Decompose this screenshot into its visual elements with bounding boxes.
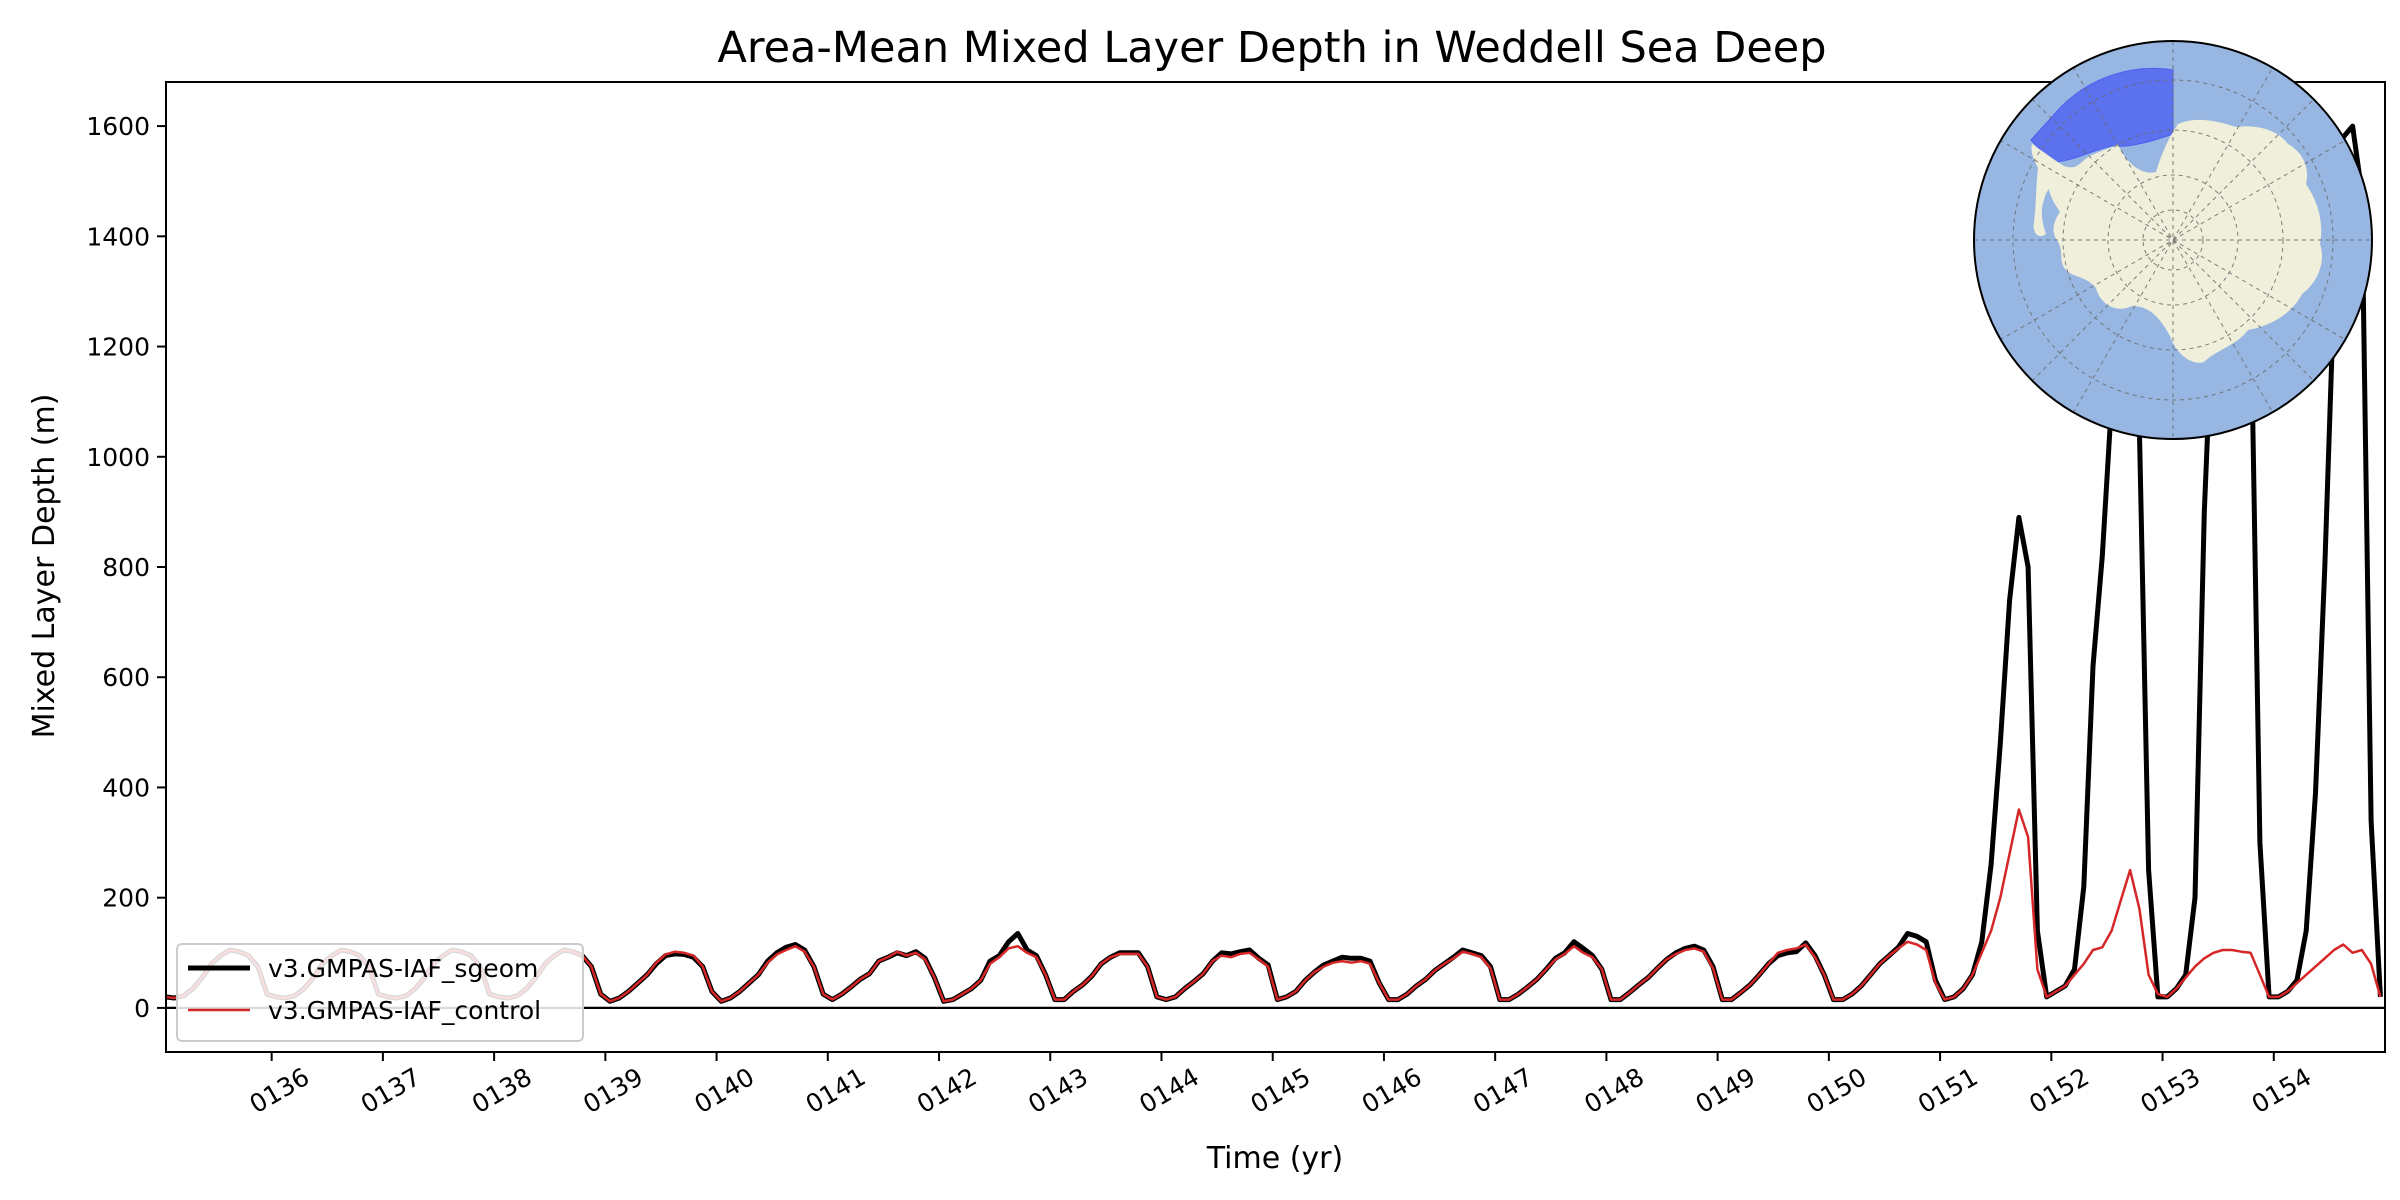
x-tick-label: 0149 <box>1691 1062 1761 1119</box>
y-tick-label: 600 <box>102 663 150 692</box>
legend-label-control: v3.GMPAS-IAF_control <box>268 996 541 1025</box>
antarctica-landmass <box>2031 119 2322 363</box>
x-tick-label: 0146 <box>1357 1062 1427 1119</box>
x-tick-label: 0151 <box>1913 1062 1983 1119</box>
y-tick-label: 800 <box>102 553 150 582</box>
x-tick-label: 0141 <box>801 1062 871 1119</box>
weddell-sea-deep-region <box>2030 67 2174 163</box>
legend-box <box>176 943 584 1042</box>
x-tick-label: 0138 <box>467 1062 537 1119</box>
x-tick-label: 0145 <box>1246 1062 1316 1119</box>
y-tick-label: 1200 <box>86 333 150 362</box>
x-tick-label: 0137 <box>356 1062 426 1119</box>
y-tick-label: 1000 <box>86 443 150 472</box>
legend-label-sgeom: v3.GMPAS-IAF_sgeom <box>268 954 538 983</box>
x-tick-label: 0154 <box>2247 1062 2317 1119</box>
y-tick-label: 0 <box>134 994 150 1023</box>
x-axis: 0136 0137 0138 0139 0140 0141 0142 0143 0144 0145… <box>245 1052 2317 1119</box>
legend: v3.GMPAS-IAF_sgeom v3.GMPAS-IAF_control <box>176 943 584 1042</box>
chart-title: Area-Mean Mixed Layer Depth in Weddell S… <box>717 23 1826 73</box>
x-tick-label: 0139 <box>578 1062 648 1119</box>
x-tick-label: 0142 <box>912 1062 982 1119</box>
x-tick-label: 0148 <box>1579 1062 1649 1119</box>
y-axis-label: Mixed Layer Depth (m) <box>27 394 62 739</box>
inset-antarctica-map <box>1973 40 2373 440</box>
x-tick-label: 0144 <box>1134 1062 1204 1119</box>
x-tick-label: 0153 <box>2135 1062 2205 1119</box>
map-border <box>1973 40 2373 440</box>
y-tick-label: 1600 <box>86 112 150 141</box>
x-tick-label: 0150 <box>1802 1062 1872 1119</box>
y-tick-label: 1400 <box>86 222 150 251</box>
x-tick-label: 0147 <box>1468 1062 1538 1119</box>
x-tick-label: 0143 <box>1023 1062 1093 1119</box>
x-tick-label: 0136 <box>245 1062 315 1119</box>
x-tick-label: 0140 <box>690 1062 760 1119</box>
y-tick-label: 200 <box>102 884 150 913</box>
y-axis: 0 200 400 600 800 1000 1200 1400 1600 <box>86 112 166 1023</box>
x-axis-label: Time (yr) <box>1206 1141 1343 1176</box>
y-tick-label: 400 <box>102 773 150 802</box>
x-tick-label: 0152 <box>2024 1062 2094 1119</box>
